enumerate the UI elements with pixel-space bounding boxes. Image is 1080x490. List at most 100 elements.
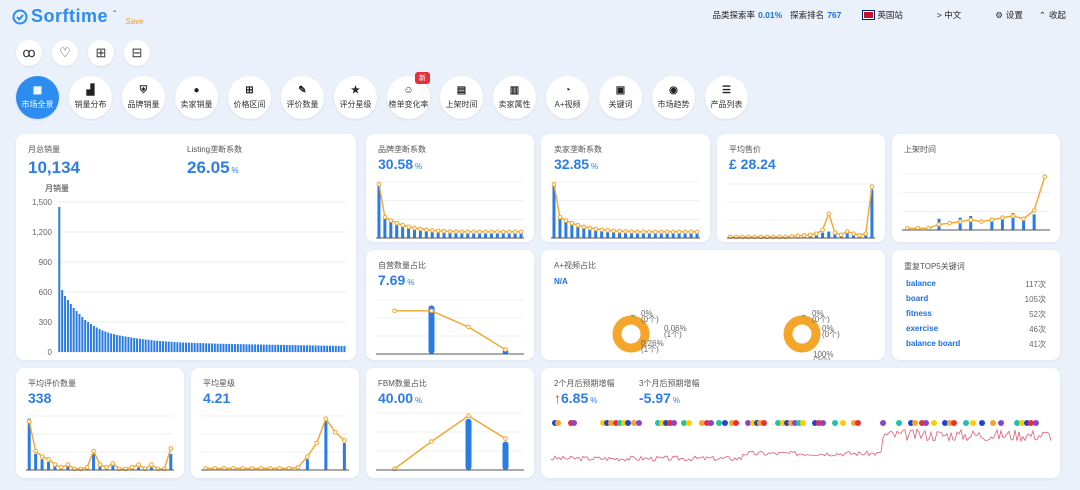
quick-icon-row: ꝏ ♡ ⊞ ⊟: [16, 40, 150, 66]
sales-bar: [343, 346, 346, 352]
chart-bar: [495, 233, 499, 238]
save-label: Save: [125, 16, 144, 26]
nav-star[interactable]: ★ 评分星级: [334, 76, 377, 119]
market-trend-chart: [550, 420, 1052, 462]
keyword-row[interactable]: exercise 46次: [906, 324, 1046, 335]
pie-icon: ◔: [564, 85, 571, 96]
nav-compass[interactable]: ◉ 市场趋势: [652, 76, 695, 119]
nav-shield[interactable]: ⛨ 品牌销量: [122, 76, 165, 119]
nav-label: 价格区间: [233, 100, 266, 109]
nav-label: A+视频: [554, 100, 581, 109]
chart-bar: [833, 233, 837, 238]
shield-icon: ⛨: [139, 85, 148, 96]
chart-bar: [513, 233, 517, 238]
nav-label: 产品列表: [710, 100, 743, 109]
sales-bar: [323, 345, 326, 352]
event-dot: [840, 420, 846, 426]
trend-point: [429, 439, 434, 444]
trend-point: [820, 227, 825, 233]
site-selector[interactable]: 英国站: [862, 9, 903, 21]
chart-bar: [594, 230, 598, 238]
bar-chart-icon: ▟: [86, 85, 95, 96]
sales-bar: [317, 345, 320, 352]
donut-label: (0个): [641, 315, 659, 324]
monthly-sales-label: 月总销量: [28, 145, 60, 154]
fbm-card: FBM数量占比 40.00%: [366, 368, 534, 478]
fbm-unit: %: [415, 396, 423, 405]
nav-price[interactable]: ⊞ 价格区间: [228, 76, 271, 119]
donut-slice: [630, 314, 636, 317]
chart-bar: [47, 461, 51, 470]
keyword-row[interactable]: board 105次: [906, 294, 1046, 305]
keyword-row[interactable]: balance board 41次: [906, 339, 1046, 350]
sales-bar: [248, 344, 251, 352]
trend-point: [670, 229, 676, 235]
event-dot: [979, 420, 985, 426]
trend-point: [52, 462, 58, 467]
keyword-row[interactable]: balance 117次: [906, 279, 1046, 290]
trend-point: [814, 231, 819, 236]
sales-bar: [251, 344, 254, 352]
nav-pie[interactable]: ◔ A+视频: [546, 76, 589, 119]
sales-bar: [222, 343, 225, 352]
chart-bar: [460, 233, 464, 238]
trend-point: [459, 229, 465, 235]
nav-list[interactable]: ☰ 产品列表: [705, 76, 748, 119]
footprint-icon[interactable]: ꝏ: [16, 40, 42, 66]
event-dot: [1033, 420, 1039, 426]
new-badge: 新: [415, 72, 430, 84]
event-dot: [722, 420, 728, 426]
event-dot: [1019, 420, 1025, 426]
star-icon: ★: [351, 85, 360, 96]
site-label: 英国站: [877, 10, 903, 20]
nav-label: 卖家销量: [180, 100, 213, 109]
nav-label: 评价数量: [286, 100, 319, 109]
trend-point: [97, 462, 103, 467]
sales-bar: [337, 345, 340, 352]
collapse-button[interactable]: ⌃ 收起: [1039, 9, 1066, 21]
nav-user[interactable]: ● 卖家销量: [175, 76, 218, 119]
chart-bar: [395, 224, 399, 238]
chart-bar: [653, 233, 657, 238]
brand-monopoly-unit: %: [415, 162, 423, 171]
sales-bar: [311, 345, 314, 352]
listing-monopoly-unit: %: [231, 166, 239, 175]
chart-bar: [407, 228, 411, 238]
settings-button[interactable]: ⚙ 设置: [995, 9, 1023, 21]
sales-bar: [115, 335, 118, 352]
heart-icon[interactable]: ♡: [52, 40, 78, 66]
gift-icon[interactable]: ⊟: [124, 40, 150, 66]
nav-bar-chart[interactable]: ▟ 销量分布: [69, 76, 112, 119]
sales-bar: [340, 345, 343, 352]
event-dot: [608, 420, 614, 426]
nav-calendar[interactable]: ▤ 上架时间: [440, 76, 483, 119]
self-operated-value: 7.69%: [378, 272, 414, 288]
listing-time-label: 上架时间: [904, 145, 936, 154]
sales-bar: [107, 332, 110, 352]
nav-review[interactable]: ✎ 评价数量: [281, 76, 324, 119]
nav-store[interactable]: ▥ 卖家属性: [493, 76, 536, 119]
sales-bar: [277, 344, 280, 352]
nav-lock[interactable]: ▣ 关键词: [599, 76, 642, 119]
trend-point: [658, 229, 664, 235]
apps-icon[interactable]: ⊞: [88, 40, 114, 66]
chart-bar: [870, 189, 874, 238]
listing-monopoly-value: 26.05%: [187, 158, 239, 178]
trend-point: [587, 225, 593, 231]
keyword-row[interactable]: fitness 52次: [906, 309, 1046, 320]
chart-bar: [519, 233, 523, 238]
language-selector[interactable]: > 中文: [937, 9, 961, 21]
explore-rank-label: 探索排名: [790, 10, 825, 20]
chart-bar: [552, 184, 556, 238]
sales-bar: [81, 317, 84, 352]
donut-label: 0.06%: [664, 324, 687, 333]
chart-bar: [137, 467, 141, 470]
nav-smile[interactable]: ☺ 榜单变化率 新: [387, 72, 430, 119]
trend-point: [563, 218, 569, 223]
nav-grid[interactable]: ▦ 市场全景: [16, 76, 59, 119]
sales-bar: [95, 327, 98, 352]
keyword-text: balance: [906, 279, 936, 288]
event-dot: [631, 420, 637, 426]
trend-point: [483, 229, 488, 235]
donut-slice: [801, 314, 807, 317]
